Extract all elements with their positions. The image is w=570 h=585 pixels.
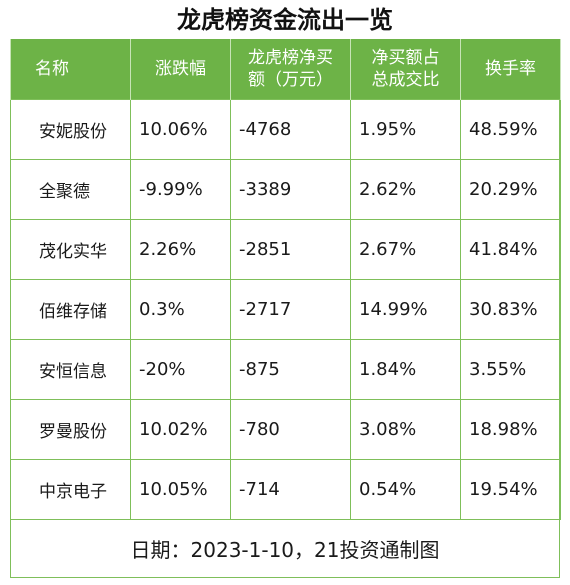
header-turnover-label: 换手率 <box>485 59 536 79</box>
header-net-buy: 龙虎榜净买 额（万元） <box>230 39 351 100</box>
cell-change: 10.05% <box>130 459 231 520</box>
cell-name: 全聚德 <box>10 159 131 220</box>
data-table: 名称 涨跌幅 龙虎榜净买 额（万元） 净买额占 总成交比 换手率 安妮股份 10… <box>10 39 561 520</box>
cell-net-buy: -3389 <box>230 159 351 220</box>
table-row: 罗曼股份 10.02% -780 3.08% 18.98% <box>10 399 561 460</box>
cell-name: 安妮股份 <box>10 99 131 160</box>
header-ratio-line1: 净买额占 <box>371 48 440 68</box>
cell-name: 茂化实华 <box>10 219 131 280</box>
page-title: 龙虎榜资金流出一览 <box>177 6 393 34</box>
cell-change: 2.26% <box>130 219 231 280</box>
header-change-label: 涨跌幅 <box>155 59 206 79</box>
header-name-label: 名称 <box>35 59 69 79</box>
cell-name: 安恒信息 <box>10 339 131 400</box>
cell-turnover: 20.29% <box>460 159 561 220</box>
cell-net-buy: -2717 <box>230 279 351 340</box>
header-change: 涨跌幅 <box>130 39 231 100</box>
cell-turnover: 41.84% <box>460 219 561 280</box>
header-net-buy-line2: 额（万元） <box>248 70 333 90</box>
cell-net-buy: -875 <box>230 339 351 400</box>
cell-ratio: 0.54% <box>350 459 461 520</box>
table-row: 茂化实华 2.26% -2851 2.67% 41.84% <box>10 219 561 280</box>
cell-turnover: 30.83% <box>460 279 561 340</box>
header-net-buy-line1: 龙虎榜净买 <box>248 48 333 68</box>
cell-ratio: 14.99% <box>350 279 461 340</box>
cell-ratio: 1.95% <box>350 99 461 160</box>
cell-net-buy: -780 <box>230 399 351 460</box>
header-ratio: 净买额占 总成交比 <box>350 39 461 100</box>
cell-change: -9.99% <box>130 159 231 220</box>
cell-turnover: 18.98% <box>460 399 561 460</box>
cell-turnover: 48.59% <box>460 99 561 160</box>
cell-name: 中京电子 <box>10 459 131 520</box>
cell-net-buy: -714 <box>230 459 351 520</box>
footer-caption: 日期：2023-1-10，21投资通制图 <box>10 520 560 578</box>
cell-ratio: 1.84% <box>350 339 461 400</box>
cell-ratio: 2.62% <box>350 159 461 220</box>
cell-name: 佰维存储 <box>10 279 131 340</box>
cell-net-buy: -4768 <box>230 99 351 160</box>
cell-turnover: 3.55% <box>460 339 561 400</box>
cell-ratio: 2.67% <box>350 219 461 280</box>
header-ratio-line2: 总成交比 <box>371 70 440 90</box>
cell-turnover: 19.54% <box>460 459 561 520</box>
cell-net-buy: -2851 <box>230 219 351 280</box>
cell-ratio: 3.08% <box>350 399 461 460</box>
header-name: 名称 <box>10 39 131 100</box>
table-row: 安恒信息 -20% -875 1.84% 3.55% <box>10 339 561 400</box>
table-row: 全聚德 -9.99% -3389 2.62% 20.29% <box>10 159 561 220</box>
cell-name: 罗曼股份 <box>10 399 131 460</box>
header-turnover: 换手率 <box>460 39 561 100</box>
cell-change: 10.06% <box>130 99 231 160</box>
cell-change: 10.02% <box>130 399 231 460</box>
table-header-row: 名称 涨跌幅 龙虎榜净买 额（万元） 净买额占 总成交比 换手率 <box>10 39 561 100</box>
cell-change: 0.3% <box>130 279 231 340</box>
table-row: 安妮股份 10.06% -4768 1.95% 48.59% <box>10 99 561 160</box>
cell-change: -20% <box>130 339 231 400</box>
table-row: 中京电子 10.05% -714 0.54% 19.54% <box>10 459 561 520</box>
table-row: 佰维存储 0.3% -2717 14.99% 30.83% <box>10 279 561 340</box>
